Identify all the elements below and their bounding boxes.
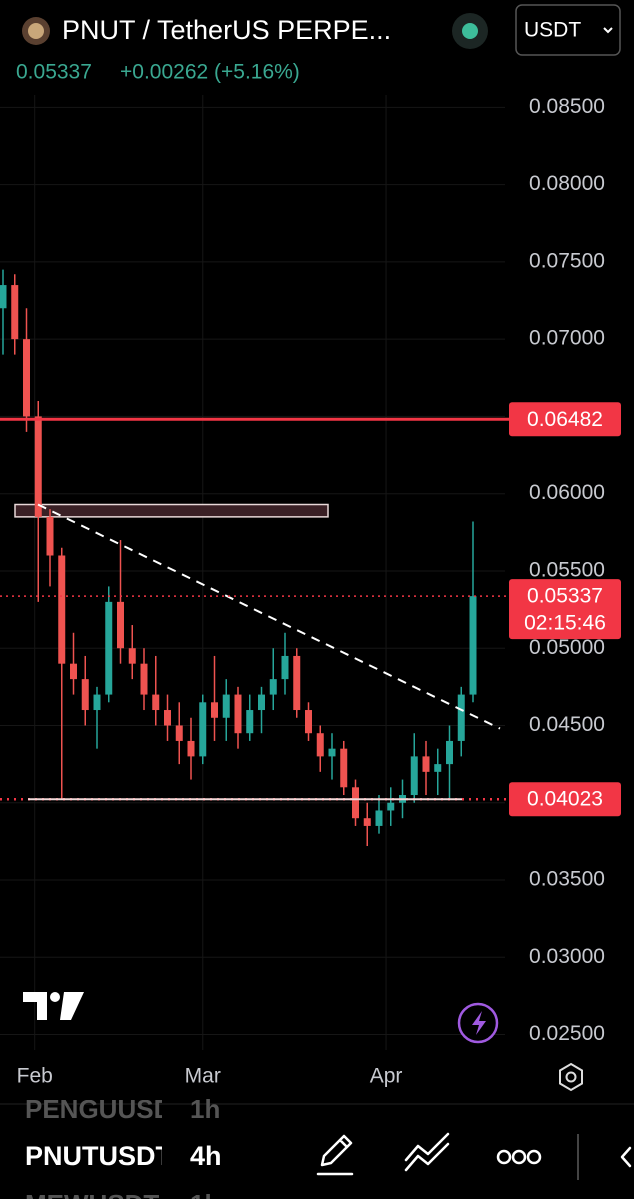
candle-body (316, 733, 324, 757)
y-tick-label: 0.02500 (529, 1022, 605, 1045)
y-tick-label: 0.08000 (529, 172, 605, 195)
currency-label: USDT (524, 19, 581, 42)
x-tick-label: Apr (370, 1065, 403, 1088)
y-tick-label: 0.03500 (529, 868, 605, 891)
y-tick-label: 0.05500 (529, 559, 605, 582)
candle-body (305, 710, 312, 734)
y-tick-label: 0.08500 (529, 95, 605, 118)
candle-body (81, 679, 89, 711)
candle-body (187, 740, 195, 757)
last-price-box (509, 579, 621, 640)
candle-body (234, 694, 242, 734)
candle-body (469, 596, 477, 695)
level-label: 0.04023 (527, 788, 603, 811)
candle-body (211, 702, 218, 718)
candle-body (422, 756, 430, 772)
candle-body (387, 802, 395, 811)
candle-body (11, 285, 19, 340)
collapse-arrow[interactable] (620, 1146, 632, 1168)
candle-body (46, 516, 54, 556)
candle-body (140, 663, 148, 695)
candle-body (58, 555, 66, 664)
candle-body (352, 787, 359, 819)
x-tick-label: Mar (185, 1065, 221, 1088)
candle-body (269, 679, 277, 695)
more-menu[interactable] (496, 1149, 542, 1165)
settings-icon (565, 1071, 577, 1083)
last-price: 0.05337 (16, 61, 92, 84)
x-tick-label: Feb (17, 1065, 53, 1088)
zone-box (14, 503, 329, 518)
y-tick-label: 0.05000 (529, 636, 605, 659)
level-label: 0.06482 (527, 408, 603, 431)
plot (0, 95, 505, 1050)
last-price-label: 0.05337 (527, 585, 603, 608)
candle-body (222, 694, 230, 718)
currency-select[interactable] (515, 4, 621, 56)
candle-body (164, 710, 171, 726)
y-tick-label: 0.04500 (529, 713, 605, 736)
candle-body (434, 764, 442, 772)
lightning-icon (472, 1011, 486, 1035)
trendline (37, 503, 501, 730)
watch-interval[interactable]: 1h (190, 1189, 220, 1199)
y-tick-label: 0.06000 (529, 481, 605, 504)
candle-body (105, 601, 113, 695)
watch-interval[interactable]: 1h (190, 1094, 220, 1124)
countdown: 02:15:46 (524, 612, 606, 635)
draw-tool[interactable] (316, 1134, 354, 1176)
candle-body (175, 725, 183, 741)
y-tick-label: 0.07500 (529, 249, 605, 272)
chevron (603, 27, 613, 34)
candle-body (199, 702, 207, 757)
symbol-title[interactable]: PNUT / TetherUS PERPE... (62, 15, 391, 45)
candle-body (293, 655, 301, 711)
watch-interval[interactable]: 4h (190, 1141, 222, 1171)
candle-body (93, 694, 101, 711)
candle-body (328, 748, 336, 757)
candle-body (340, 748, 348, 788)
candle-body (23, 339, 30, 417)
market-status-dot (462, 23, 478, 39)
price-change: +0.00262 (+5.16%) (120, 61, 300, 84)
settings-button[interactable] (559, 1062, 583, 1092)
candle-body (246, 710, 254, 734)
candle-body (410, 756, 418, 796)
watch-symbol[interactable]: PENGUUSDT (25, 1094, 188, 1124)
symbol-list: PENGUUSDT PNUTUSDT MEWUSDT (25, 1094, 188, 1199)
watch-symbol[interactable]: PNUTUSDT (25, 1141, 173, 1171)
candle-body (70, 663, 77, 680)
candle-body (457, 694, 465, 741)
candle-body (375, 810, 383, 826)
symbol-avatar-face (28, 23, 44, 39)
level-label-box (509, 402, 621, 437)
candle-body (258, 694, 265, 711)
candle-body (281, 655, 289, 680)
candle-body (446, 740, 453, 765)
candle-body (128, 648, 136, 664)
candle-body (117, 601, 124, 649)
tradingview-logo (23, 992, 84, 1020)
y-tick-label: 0.07000 (529, 327, 605, 350)
watch-symbol[interactable]: MEWUSDT (25, 1189, 159, 1199)
y-tick-label: 0.03000 (529, 945, 605, 968)
indicator-tool[interactable] (404, 1132, 450, 1172)
candle-body (34, 416, 42, 517)
candle-body (152, 694, 160, 711)
level-label-box (509, 782, 621, 817)
candle-body (363, 818, 371, 826)
candle-body (0, 285, 7, 309)
